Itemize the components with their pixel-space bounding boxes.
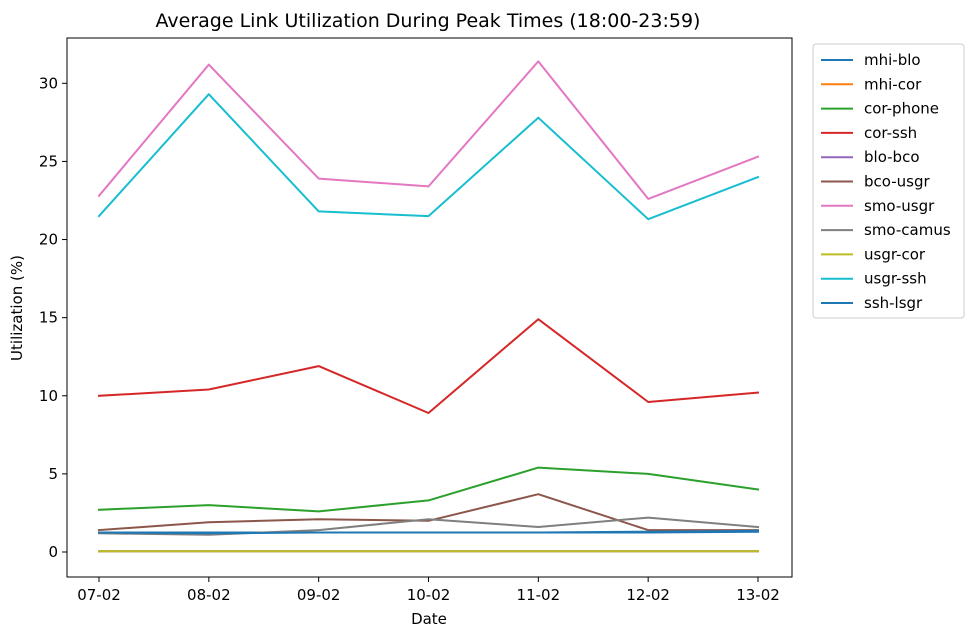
x-tick-label: 09-02 xyxy=(297,586,341,604)
legend-label-cor-phone: cor-phone xyxy=(864,100,939,118)
x-tick-label: 07-02 xyxy=(77,586,121,604)
series-line-ssh-lsgr xyxy=(97,529,760,535)
legend-label-cor-ssh: cor-ssh xyxy=(864,124,917,142)
x-tick-label: 12-02 xyxy=(626,586,670,604)
legend-label-smo-usgr: smo-usgr xyxy=(864,197,935,215)
legend-frame xyxy=(812,43,965,319)
y-tick-label: 0 xyxy=(48,543,58,561)
legend-label-mhi-cor: mhi-cor xyxy=(864,75,922,93)
x-tick-label: 10-02 xyxy=(407,586,451,604)
series-line-cor-phone xyxy=(97,466,760,513)
y-axis-label: Utilization (%) xyxy=(8,255,26,361)
y-tick-label: 25 xyxy=(39,152,58,170)
x-tick-label: 11-02 xyxy=(517,586,561,604)
plot-lines xyxy=(97,60,760,553)
legend-label-bco-usgr: bco-usgr xyxy=(864,173,930,191)
y-tick-label: 10 xyxy=(39,387,58,405)
legend-label-ssh-lsgr: ssh-lsgr xyxy=(864,294,923,312)
y-axis: 0 5 10 15 20 25 30 xyxy=(39,74,67,561)
legend-label-smo-camus: smo-camus xyxy=(864,221,951,239)
legend: mhi-blo mhi-cor cor-phone cor-ssh blo-bco bco… xyxy=(812,43,965,319)
x-tick-label: 13-02 xyxy=(736,586,780,604)
series-line-bco-usgr xyxy=(97,493,759,532)
y-tick-label: 20 xyxy=(39,231,58,249)
plot-frame xyxy=(66,37,793,578)
series-line-smo-camus xyxy=(97,516,760,536)
legend-label-blo-bco: blo-bco xyxy=(864,148,920,166)
x-axis: 07-02 08-02 09-02 10-02 11-02 12-02 13-02 xyxy=(77,577,780,604)
x-tick-label: 08-02 xyxy=(187,586,231,604)
y-tick-label: 15 xyxy=(39,309,58,327)
legend-label-usgr-ssh: usgr-ssh xyxy=(864,270,927,288)
series-line-smo-usgr xyxy=(97,60,760,200)
legend-label-mhi-blo: mhi-blo xyxy=(864,51,921,69)
chart-title: Average Link Utilization During Peak Tim… xyxy=(156,10,701,32)
series-line-cor-ssh xyxy=(97,318,760,414)
y-tick-label: 30 xyxy=(39,74,58,92)
x-axis-label: Date xyxy=(411,610,447,628)
y-tick-label: 5 xyxy=(48,465,58,483)
series-line-usgr-ssh xyxy=(97,93,760,221)
legend-label-usgr-cor: usgr-cor xyxy=(864,245,926,263)
